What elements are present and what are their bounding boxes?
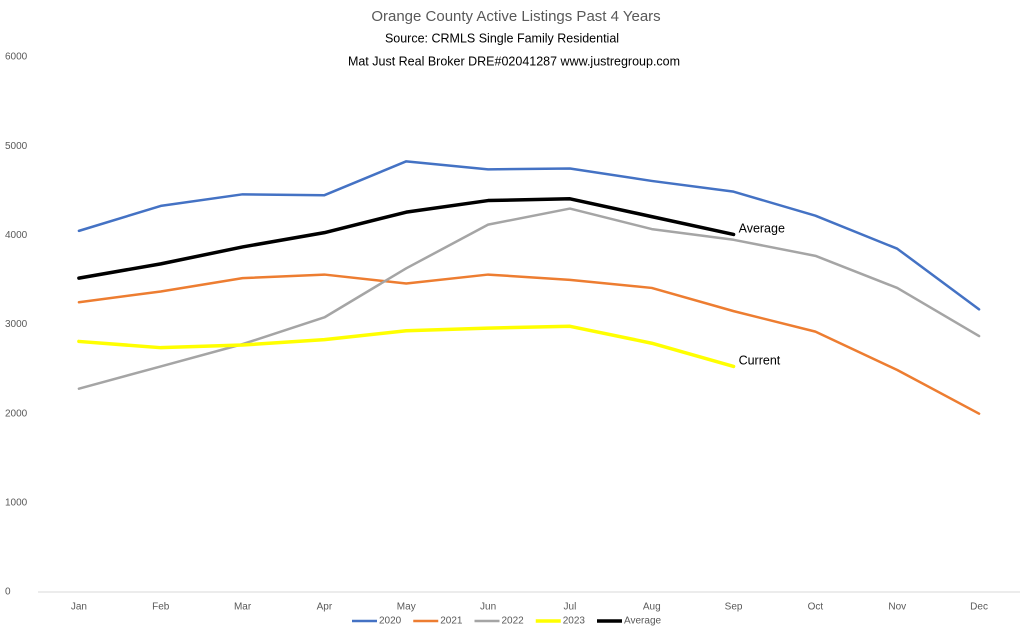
x-tick-label: Sep (725, 602, 743, 613)
x-tick-label: Nov (888, 602, 906, 613)
legend-label: 2023 (563, 616, 586, 627)
x-tick-label: Jul (564, 602, 577, 613)
legend-label: 2021 (440, 616, 463, 627)
x-tick-label: May (397, 602, 416, 613)
y-tick-label: 5000 (5, 141, 28, 152)
x-tick-label: Jun (480, 602, 496, 613)
chart-subtitle: Source: CRMLS Single Family Residential (385, 31, 619, 45)
x-tick-label: Jan (71, 602, 87, 613)
y-tick-label: 2000 (5, 408, 28, 419)
chart-subtitle: Mat Just Real Broker DRE#02041287 www.ju… (348, 54, 680, 68)
x-tick-label: Dec (970, 602, 988, 613)
chart-title: Orange County Active Listings Past 4 Yea… (371, 8, 660, 25)
series-line (77, 197, 736, 280)
series-line (77, 324, 736, 369)
x-tick-label: Mar (234, 602, 252, 613)
y-tick-label: 0 (5, 587, 11, 598)
y-tick-label: 4000 (5, 230, 28, 241)
x-tick-label: Apr (317, 602, 333, 613)
legend-label: 2020 (379, 616, 402, 627)
y-tick-label: 1000 (5, 497, 28, 508)
y-tick-label: 6000 (5, 52, 28, 63)
y-tick-label: 3000 (5, 319, 28, 330)
annotation: Current (739, 354, 781, 368)
legend-label: 2022 (502, 616, 525, 627)
series-line (77, 160, 981, 311)
x-tick-label: Feb (152, 602, 170, 613)
legend-label: Average (624, 616, 662, 627)
series-line (77, 207, 981, 390)
annotation: Average (739, 222, 785, 236)
series-line (77, 273, 981, 415)
x-tick-label: Oct (808, 602, 824, 613)
x-tick-label: Aug (643, 602, 661, 613)
